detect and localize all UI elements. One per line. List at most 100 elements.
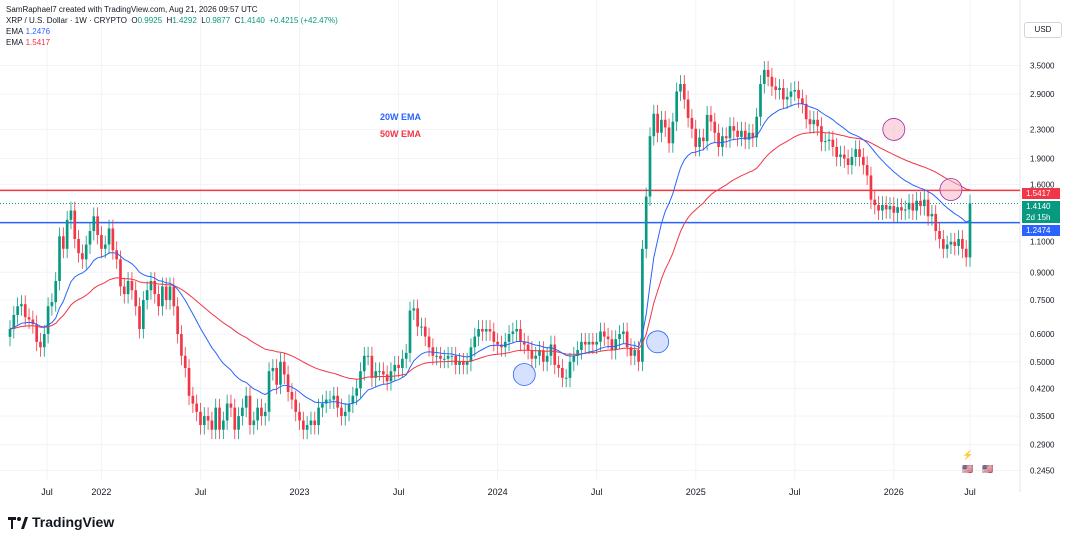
y-tick-label: 1.9000 (1030, 155, 1055, 164)
candle-body (865, 165, 869, 176)
candle-body (820, 126, 823, 142)
candle-body (161, 286, 164, 307)
candle-body (842, 154, 846, 159)
candle-body (42, 334, 46, 348)
candle-body (957, 238, 960, 246)
candle-body (27, 317, 31, 320)
candle-body (671, 121, 675, 144)
candle-body (835, 146, 838, 157)
change-value: +0.4215 (+42.47%) (269, 16, 338, 25)
candle-body (515, 329, 518, 332)
candle-body (641, 248, 644, 362)
x-tick-label: 2024 (488, 487, 508, 497)
candle-body (275, 367, 278, 385)
candle-body (797, 89, 800, 99)
ohlc-line: XRP / U.S. Dollar · 1W · CRYPTO O0.9925 … (6, 15, 338, 26)
y-tick-label: 2.3000 (1030, 125, 1055, 134)
candle-body (724, 136, 728, 139)
x-tick-label: Jul (195, 487, 207, 497)
candle-body (492, 331, 496, 342)
candle-body (199, 411, 202, 426)
candle-body (294, 399, 298, 412)
candle-body (591, 341, 595, 345)
open-value: 0.9925 (137, 16, 163, 25)
y-tick-label: 0.5000 (1030, 358, 1055, 367)
candle-body (622, 331, 625, 335)
candle-body (610, 339, 614, 351)
candle-body (740, 130, 743, 137)
y-tick-label: 0.6000 (1030, 330, 1055, 339)
candle-body (675, 91, 678, 122)
symbol-name[interactable]: XRP / U.S. Dollar · 1W · CRYPTO (6, 16, 127, 25)
ema50-price-tag: 1.5417 (1022, 188, 1060, 199)
candle-body (313, 420, 317, 426)
candle-body (65, 219, 69, 249)
candle-body (919, 200, 922, 207)
candle-body (343, 411, 347, 417)
us-flag-icon-2[interactable]: 🇺🇸 (982, 464, 994, 474)
candle-body (401, 358, 404, 368)
currency-button[interactable]: USD (1024, 22, 1062, 38)
candle-body (134, 290, 138, 307)
candle-body (542, 350, 545, 362)
x-tick-label: Jul (964, 487, 976, 497)
candle-body (564, 377, 568, 379)
candle-body (469, 347, 473, 362)
candle-body (709, 114, 713, 122)
ema50-annotation: 50W EMA (380, 129, 422, 139)
candle-body (538, 350, 541, 356)
candle-body (229, 403, 233, 408)
candle-body (968, 203, 972, 258)
candle-body (149, 280, 153, 291)
candle-body (553, 344, 557, 365)
ema1-line[interactable]: EMA 1.2476 (6, 26, 338, 37)
candle-body (122, 286, 126, 295)
candle-body (187, 367, 191, 396)
candle-body (660, 119, 663, 133)
candle-body (103, 244, 107, 249)
candle-body (202, 416, 206, 426)
candle-body (808, 119, 812, 125)
x-tick-label: 2026 (884, 487, 904, 497)
candle-body (195, 403, 198, 412)
candle-body (23, 304, 27, 318)
candle-body (759, 83, 762, 117)
candle-body (747, 132, 751, 140)
brand-logo[interactable]: TradingView (8, 514, 114, 530)
candle-body (210, 420, 214, 430)
candle-body (743, 130, 747, 140)
candle-body (721, 136, 724, 147)
candle-body (374, 371, 378, 378)
candle-body (682, 83, 686, 100)
candle-body (656, 113, 659, 133)
candle-body (248, 395, 252, 426)
candle-body (938, 231, 941, 239)
candle-body (347, 403, 351, 412)
candle-body (355, 388, 358, 396)
lightning-icon[interactable]: ⚡ (962, 450, 974, 460)
candle-body (801, 98, 804, 104)
candle-body (953, 241, 957, 246)
candle-body (153, 280, 157, 295)
low-label: L (201, 16, 206, 25)
us-flag-icon[interactable]: 🇺🇸 (962, 464, 974, 474)
chart-legend: SamRaphael7 created with TradingView.com… (6, 4, 338, 48)
candle-body (465, 361, 469, 365)
candle-body (945, 244, 949, 249)
candle-body (164, 286, 168, 301)
candle-body (172, 286, 176, 307)
candle-body (321, 403, 324, 408)
candle-body (484, 329, 488, 332)
candle-body (54, 280, 58, 303)
crossover-marker (882, 118, 906, 141)
crossover-marker (512, 363, 536, 386)
ema2-line[interactable]: EMA 1.5417 (6, 37, 338, 48)
candle-body (107, 228, 111, 245)
candle-body (503, 341, 507, 348)
candle-body (271, 367, 275, 372)
candle-body (450, 355, 454, 357)
candle-body (442, 358, 446, 360)
candle-body (702, 137, 705, 142)
candle-body (298, 411, 301, 421)
